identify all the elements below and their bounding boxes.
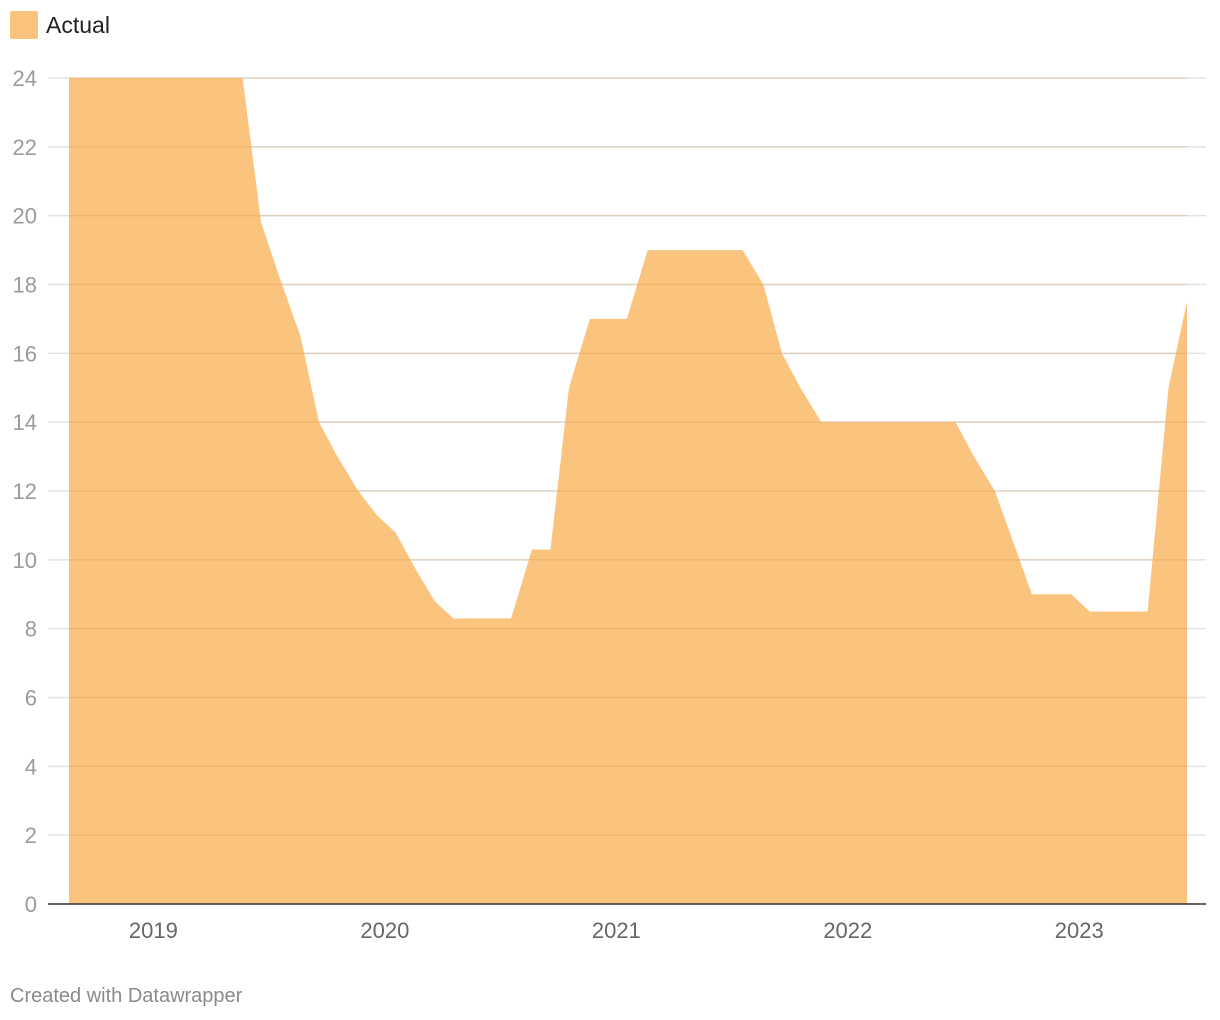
y-tick-label: 6 [25, 686, 37, 711]
legend-swatch [10, 11, 38, 39]
y-tick-label: 10 [13, 548, 37, 573]
y-tick-label: 14 [13, 410, 37, 435]
x-tick-label: 2019 [129, 918, 178, 943]
y-tick-label: 20 [13, 204, 37, 229]
footer-credit: Created with Datawrapper [10, 985, 243, 1007]
legend-label: Actual [46, 11, 110, 38]
x-tick-label: 2022 [823, 918, 872, 943]
x-tick-label: 2021 [592, 918, 641, 943]
y-tick-label: 24 [13, 66, 37, 91]
y-tick-label: 0 [25, 892, 37, 917]
y-tick-label: 8 [25, 617, 37, 642]
series-area [69, 78, 1187, 904]
y-tick-label: 18 [13, 273, 37, 298]
y-tick-label: 22 [13, 135, 37, 160]
y-tick-label: 4 [25, 754, 37, 779]
y-tick-label: 16 [13, 341, 37, 366]
x-tick-label: 2020 [360, 918, 409, 943]
legend: Actual [10, 11, 110, 39]
x-tick-label: 2023 [1055, 918, 1104, 943]
y-tick-label: 2 [25, 823, 37, 848]
y-tick-label: 12 [13, 479, 37, 504]
